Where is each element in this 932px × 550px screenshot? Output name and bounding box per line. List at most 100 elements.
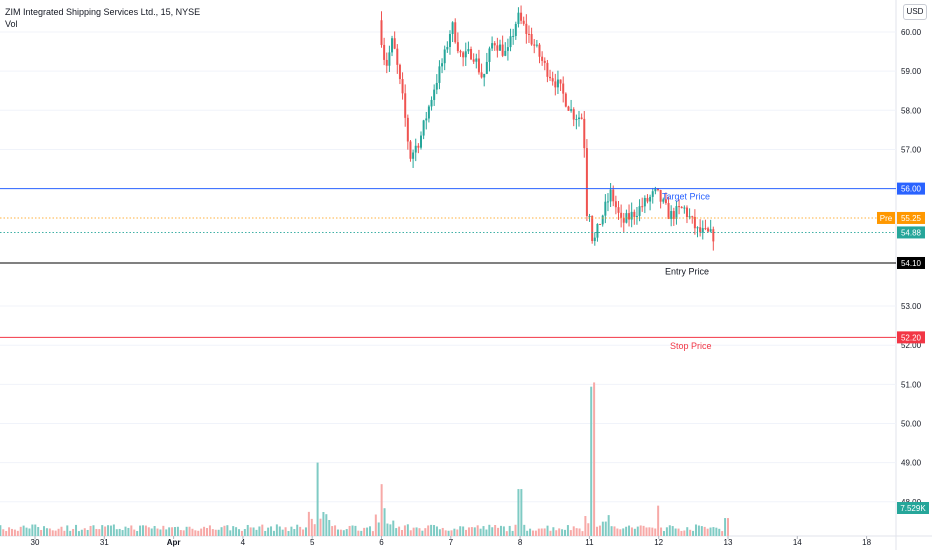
volume-bar bbox=[633, 528, 636, 536]
candle-body bbox=[477, 58, 480, 73]
time-axis[interactable]: 30 31 Apr 4 5 6 7 8 11 12 13 14 18 bbox=[31, 536, 872, 547]
volume-bar bbox=[89, 525, 92, 536]
volume-bar bbox=[304, 527, 307, 536]
volume-bar bbox=[724, 518, 727, 536]
volume-bar bbox=[424, 528, 427, 536]
volume-bar bbox=[101, 525, 104, 536]
candle-body bbox=[620, 212, 623, 218]
volume-bar bbox=[488, 524, 491, 536]
volume-bar bbox=[112, 524, 115, 536]
volume-bar bbox=[249, 527, 252, 536]
candle-body bbox=[438, 66, 441, 83]
volume-bar bbox=[630, 527, 633, 536]
candle-body bbox=[541, 56, 544, 61]
volume-bar bbox=[75, 524, 78, 536]
candle-body bbox=[712, 229, 715, 242]
candle-body bbox=[530, 34, 533, 45]
volume-bar bbox=[238, 529, 241, 536]
volume-bar bbox=[433, 525, 436, 536]
volume-bar bbox=[22, 525, 25, 536]
volume-bar bbox=[34, 524, 37, 536]
volume-bar bbox=[322, 512, 325, 536]
candle-body bbox=[630, 211, 633, 220]
volume-bar bbox=[296, 524, 299, 536]
price-axis[interactable]: 60.00 59.00 58.00 57.00 53.00 52.00 51.00 50.00… bbox=[877, 28, 929, 514]
volume-bar bbox=[243, 529, 246, 536]
candle-body bbox=[699, 227, 702, 233]
volume-bar bbox=[165, 529, 168, 536]
candle-body bbox=[696, 227, 699, 229]
volume-bar bbox=[572, 526, 575, 536]
candle-body bbox=[546, 62, 549, 77]
price-candles bbox=[380, 5, 715, 251]
volume-bar bbox=[398, 526, 401, 536]
volume-bar bbox=[406, 524, 409, 536]
candle-body bbox=[499, 44, 502, 51]
currency-button[interactable]: USD bbox=[903, 4, 927, 20]
target-price-tag bbox=[897, 182, 925, 195]
volume-bar bbox=[383, 508, 386, 536]
volume-bar bbox=[694, 524, 697, 536]
candle-body bbox=[662, 199, 665, 202]
candle-body bbox=[685, 207, 688, 217]
volume-bar bbox=[692, 530, 695, 536]
candle-body bbox=[501, 44, 504, 56]
volume-bar bbox=[299, 526, 302, 536]
volume-bar bbox=[607, 515, 610, 536]
volume-bar bbox=[13, 529, 16, 536]
candle-body bbox=[612, 189, 615, 202]
candle-body bbox=[393, 38, 396, 49]
volume-bar bbox=[529, 528, 532, 536]
volume-bar bbox=[293, 529, 296, 536]
volume-bar bbox=[479, 528, 482, 536]
candle-body bbox=[617, 207, 620, 213]
volume-bar bbox=[686, 527, 689, 536]
candle-body bbox=[422, 120, 425, 136]
price-tick-label: 51.00 bbox=[901, 380, 922, 389]
volume-bar bbox=[371, 531, 374, 536]
candle-body bbox=[643, 197, 646, 207]
volume-bar bbox=[386, 523, 389, 536]
volume-bar bbox=[590, 386, 593, 536]
volume-bar bbox=[712, 527, 715, 536]
candle-body bbox=[585, 148, 588, 217]
volume-bar bbox=[310, 518, 313, 536]
volume-bar bbox=[80, 529, 83, 536]
volume-bar bbox=[718, 528, 721, 536]
price-tick-label: 49.00 bbox=[901, 459, 922, 468]
candle-body bbox=[538, 44, 541, 57]
candle-body bbox=[604, 201, 607, 216]
volume-bar bbox=[185, 526, 188, 536]
candle-body bbox=[493, 43, 496, 46]
volume-bar bbox=[95, 528, 98, 536]
volume-bar bbox=[206, 528, 209, 536]
volume-bar bbox=[727, 518, 729, 536]
entry-price-tag-label: 54.10 bbox=[901, 259, 922, 268]
volume-bar bbox=[703, 526, 706, 536]
candle-body bbox=[599, 223, 602, 225]
volume-bar bbox=[543, 528, 546, 536]
volume-bar bbox=[240, 530, 243, 536]
volume-bar bbox=[561, 529, 564, 536]
volume-bar bbox=[639, 525, 642, 536]
volume-bar bbox=[0, 525, 2, 536]
volume-bar bbox=[584, 516, 587, 536]
candle-body bbox=[606, 201, 609, 203]
candle-body bbox=[435, 82, 438, 90]
volume-bar bbox=[69, 530, 72, 536]
volume-bar bbox=[31, 524, 34, 536]
candle-body bbox=[659, 190, 662, 202]
candle-body bbox=[509, 36, 512, 48]
price-levels[interactable]: Target Price Entry Price Stop Price bbox=[0, 188, 896, 352]
candle-body bbox=[596, 223, 599, 238]
volume-bar bbox=[246, 524, 249, 536]
volume-bar bbox=[133, 529, 136, 536]
candle-body bbox=[430, 99, 433, 107]
volume-bar bbox=[28, 528, 31, 536]
volume-bar bbox=[587, 523, 590, 536]
time-tick-label: 14 bbox=[793, 538, 802, 547]
volume-bar bbox=[313, 524, 316, 536]
premarket-session-tag-label: Pre bbox=[880, 214, 893, 223]
candle-body bbox=[533, 44, 536, 46]
